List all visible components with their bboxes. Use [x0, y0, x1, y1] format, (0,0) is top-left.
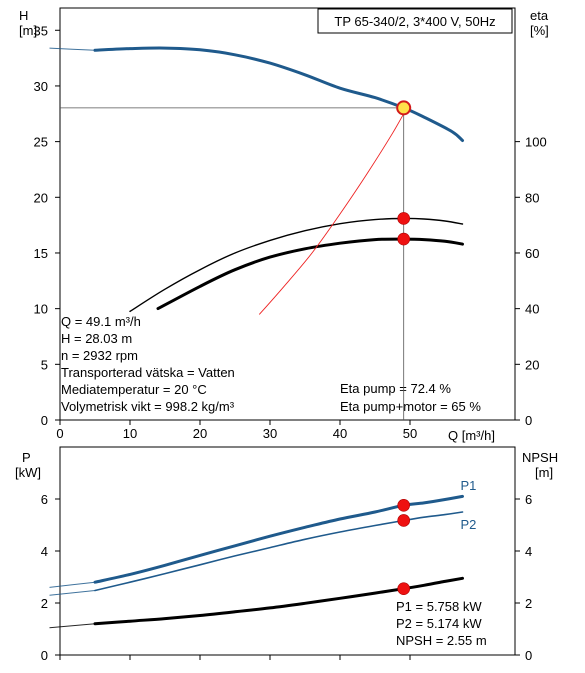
left-tick-label-10: 10: [34, 302, 48, 317]
right-axis-label-npsh: NPSH: [522, 450, 558, 465]
annotation-n: n = 2932 rpm: [61, 348, 138, 363]
x-tick-label-20: 20: [193, 426, 207, 441]
annotation-h: H = 28.03 m: [61, 331, 132, 346]
left-axis-unit-m: [m]: [19, 23, 37, 38]
right-tick-label-100: 100: [525, 135, 547, 150]
left-tick-label-15: 15: [34, 246, 48, 261]
chart-marks: 0 10 20 30 40 5005101520253035020406080100024…: [34, 23, 547, 663]
left-tick-label-5: 5: [41, 357, 48, 372]
left-tick-label-25: 25: [34, 135, 48, 150]
power-marker-1: [397, 498, 411, 512]
top-plot-frame: [59, 7, 516, 421]
npsh-tick-label-4: 4: [525, 544, 532, 559]
annotation-density: Volymetrisk vikt = 998.2 kg/m³: [61, 399, 235, 414]
head-curve-extension: [49, 47, 96, 51]
x-tick-label-50: 50: [403, 426, 417, 441]
npsh-tick-label-2: 2: [525, 596, 532, 611]
p-tick-label-2: 2: [41, 596, 48, 611]
left-tick-label-20: 20: [34, 190, 48, 205]
x-tick-label-40: 40: [333, 426, 347, 441]
right-axis-unit-percent: [%]: [530, 23, 549, 38]
x-tick-label-0: 0: [56, 426, 63, 441]
left-axis-label-h: H: [19, 8, 28, 23]
x-tick-label-10: 10: [123, 426, 137, 441]
efficiency-marker-2: [397, 232, 411, 246]
left-axis-label-p: P: [22, 450, 31, 465]
npsh-tick-label-6: 6: [525, 492, 532, 507]
p-tick-label-4: 4: [41, 544, 48, 559]
eta-pump-motor-curve: [156, 237, 464, 311]
power-marker-2: [397, 514, 411, 527]
npsh-curve: [93, 576, 464, 626]
right-axis-label-eta: eta: [530, 8, 549, 23]
efficiency-marker-1: [397, 212, 411, 225]
annotation-npsh: NPSH = 2.55 m: [396, 633, 487, 648]
power-marker-3: [397, 582, 411, 596]
x-axis-label: Q [m³/h]: [448, 428, 495, 443]
title-box: [317, 8, 513, 34]
npsh-tick-label-0: 0: [525, 648, 532, 663]
p2-curve-extension: [49, 590, 96, 596]
right-tick-label-0: 0: [525, 413, 532, 428]
left-tick-label-0: 0: [41, 413, 48, 428]
eta-system-curve: [259, 113, 405, 315]
p2-curve: [94, 511, 464, 592]
p-tick-label-0: 0: [41, 648, 48, 663]
eta-pump-curve: [129, 217, 464, 313]
right-tick-label-40: 40: [525, 302, 539, 317]
right-tick-label-60: 60: [525, 246, 539, 261]
annotation-temperature: Mediatemperatur = 20 °C: [61, 382, 207, 397]
annotation-eta-pump-motor: Eta pump+motor = 65 %: [340, 399, 481, 414]
p1-curve-extension: [49, 581, 96, 588]
duty-annotations: Q = 49.1 m³/h H = 28.03 m n = 2932 rpm T…: [61, 314, 235, 414]
series-label-p1: P1: [461, 478, 477, 493]
series-label-p2: P2: [461, 517, 477, 532]
annotation-liquid: Transporterad vätska = Vatten: [61, 365, 235, 380]
p-tick-label-6: 6: [41, 492, 48, 507]
duty-point-marker: [396, 100, 412, 116]
left-tick-label-35: 35: [34, 23, 48, 38]
right-axis-unit-m: [m]: [535, 465, 553, 480]
right-tick-label-80: 80: [525, 190, 539, 205]
efficiency-annotations: Eta pump = 72.4 % Eta pump+motor = 65 %: [340, 381, 481, 414]
p1-curve: [93, 494, 464, 584]
annotation-p1: P1 = 5.758 kW: [396, 599, 482, 614]
chart-title: TP 65-340/2, 3*400 V, 50Hz: [334, 14, 495, 29]
npsh-curve-extension: [49, 623, 96, 629]
head-curve: [93, 46, 464, 142]
left-axis-unit-kw: [kW]: [15, 465, 41, 480]
left-tick-label-30: 30: [34, 79, 48, 94]
right-tick-label-20: 20: [525, 357, 539, 372]
power-annotations: P1 = 5.758 kW P2 = 5.174 kW NPSH = 2.55 …: [396, 599, 487, 648]
annotation-p2: P2 = 5.174 kW: [396, 616, 482, 631]
annotation-q: Q = 49.1 m³/h: [61, 314, 141, 329]
annotation-eta-pump: Eta pump = 72.4 %: [340, 381, 451, 396]
x-tick-label-30: 30: [263, 426, 277, 441]
